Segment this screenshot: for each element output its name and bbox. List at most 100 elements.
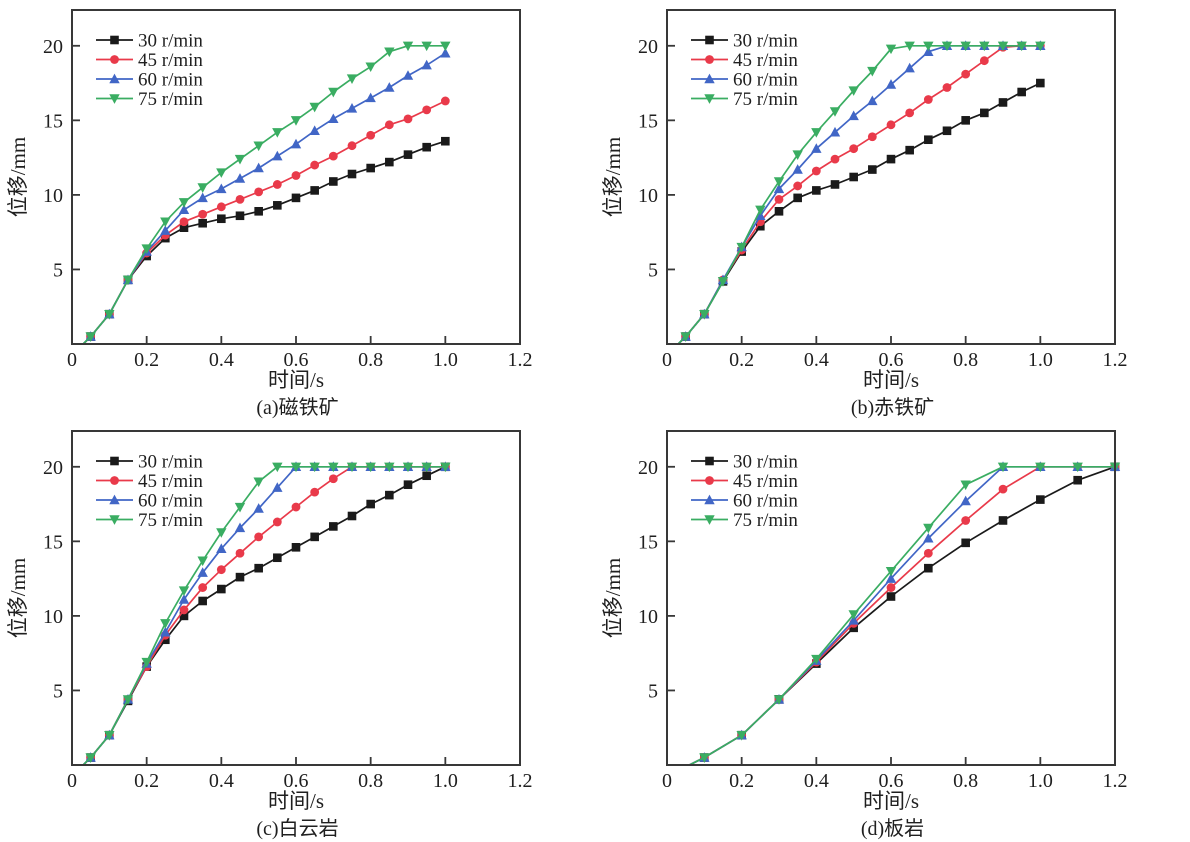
- triangle-down-marker: [736, 730, 747, 741]
- triangle-down-marker: [178, 586, 190, 596]
- x-tick-label: 0.4: [209, 349, 234, 371]
- legend-item: 60 r/min: [96, 491, 203, 512]
- square-marker: [385, 490, 394, 500]
- triangle-down-marker: [421, 462, 432, 473]
- triangle-down-marker: [885, 566, 897, 577]
- legend-item: 75 r/min: [691, 89, 798, 110]
- triangle-up-marker: [178, 594, 190, 604]
- square-marker: [886, 592, 896, 601]
- square-marker: [905, 145, 914, 155]
- legend-label: 30 r/min: [138, 31, 203, 52]
- triangle-down-marker: [160, 217, 171, 228]
- circle-marker: [254, 187, 264, 197]
- square-marker: [849, 623, 858, 633]
- triangle-up-marker: [384, 82, 395, 92]
- triangle-down-marker: [234, 154, 246, 165]
- circle-marker: [886, 583, 896, 592]
- triangle-down-marker: [923, 41, 934, 52]
- triangle-up-marker: [704, 73, 715, 84]
- triangle-down-marker: [997, 41, 1009, 52]
- x-tick-label: 0.6: [284, 349, 309, 371]
- circle-marker: [961, 516, 971, 525]
- triangle-down-marker: [309, 102, 320, 113]
- triangle-down-marker: [885, 44, 897, 55]
- series-line-30-r-min: [677, 82, 1041, 345]
- square-marker: [441, 136, 450, 146]
- square-marker: [273, 201, 282, 210]
- triangle-down-marker: [160, 619, 171, 629]
- triangle-down-marker: [736, 242, 747, 253]
- triangle-down-marker: [253, 141, 264, 152]
- triangle-up-marker: [109, 494, 120, 505]
- x-axis-label: 时间/s: [268, 368, 324, 392]
- series-group: [82, 461, 451, 766]
- square-marker: [830, 180, 840, 189]
- chart-cell-c: 0 0.2 0.4 0.6 0.8 1.0 1.2 5 10 15 20 时间/s 位移/mm 30 r/…: [0, 421, 595, 842]
- legend-label: 45 r/min: [138, 471, 203, 492]
- legend-label: 75 r/min: [138, 510, 203, 531]
- square-marker: [329, 522, 338, 531]
- circle-marker: [254, 532, 264, 542]
- triangle-down-marker: [704, 515, 715, 525]
- triangle-down-marker: [178, 198, 190, 208]
- circle-marker: [867, 132, 877, 142]
- triangle-down-marker: [141, 657, 152, 668]
- chart-cell-d: 0 0.2 0.4 0.6 0.8 1.0 1.2 5 10 15 20 时间/s 位移/mm 30 r/…: [595, 421, 1190, 842]
- legend-item: 30 r/min: [691, 31, 798, 52]
- legend-label: 60 r/min: [138, 491, 203, 512]
- square-marker: [793, 193, 802, 203]
- x-tick-label: 0: [67, 770, 77, 792]
- square-marker: [110, 35, 119, 45]
- triangle-up-marker: [309, 125, 320, 135]
- y-tick-label: 10: [43, 606, 63, 628]
- circle-marker: [179, 605, 189, 615]
- x-tick-label: 0.2: [134, 770, 159, 792]
- circle-marker: [366, 130, 376, 140]
- circle-marker: [235, 194, 245, 204]
- triangle-up-marker: [848, 110, 859, 121]
- triangle-down-marker: [384, 47, 395, 58]
- triangle-down-marker: [197, 183, 208, 193]
- y-tick-label: 5: [53, 680, 63, 702]
- legend-item: 45 r/min: [96, 50, 203, 71]
- square-marker: [179, 223, 189, 232]
- legend-item: 75 r/min: [96, 89, 203, 110]
- square-marker: [886, 154, 896, 164]
- square-marker: [1036, 78, 1045, 88]
- legend-item: 45 r/min: [691, 471, 798, 492]
- square-marker: [273, 553, 282, 563]
- circle-marker: [923, 95, 933, 104]
- y-axis: 5 10 15 20: [638, 36, 675, 281]
- x-tick-label: 1.2: [508, 770, 533, 792]
- y-axis-label: 位移/mm: [6, 137, 30, 218]
- triangle-down-marker: [811, 654, 822, 665]
- triangle-down-marker: [1072, 462, 1083, 473]
- triangle-down-marker: [384, 462, 395, 473]
- triangle-up-marker: [160, 225, 171, 235]
- triangle-down-marker: [717, 277, 729, 287]
- triangle-down-marker: [440, 41, 451, 52]
- y-tick-label: 20: [638, 36, 658, 58]
- series-group: [82, 41, 451, 345]
- triangle-down-marker: [109, 515, 120, 525]
- triangle-down-marker: [253, 477, 264, 488]
- chart-caption-b: (b)赤铁矿: [850, 397, 935, 419]
- square-marker: [998, 98, 1008, 107]
- triangle-up-marker: [109, 73, 120, 84]
- triangle-down-marker: [755, 205, 766, 216]
- triangle-up-marker: [234, 173, 246, 183]
- triangle-down-marker: [960, 41, 971, 52]
- y-tick-label: 10: [638, 185, 658, 207]
- square-marker: [347, 511, 357, 521]
- triangle-up-marker: [272, 150, 283, 161]
- square-marker: [812, 186, 821, 195]
- legend-label: 45 r/min: [733, 471, 798, 492]
- legend-label: 75 r/min: [733, 89, 798, 110]
- triangle-down-marker: [699, 753, 710, 763]
- y-tick-label: 15: [638, 110, 658, 132]
- y-tick-label: 5: [53, 259, 63, 281]
- triangle-up-marker: [885, 79, 897, 89]
- square-marker: [217, 584, 226, 594]
